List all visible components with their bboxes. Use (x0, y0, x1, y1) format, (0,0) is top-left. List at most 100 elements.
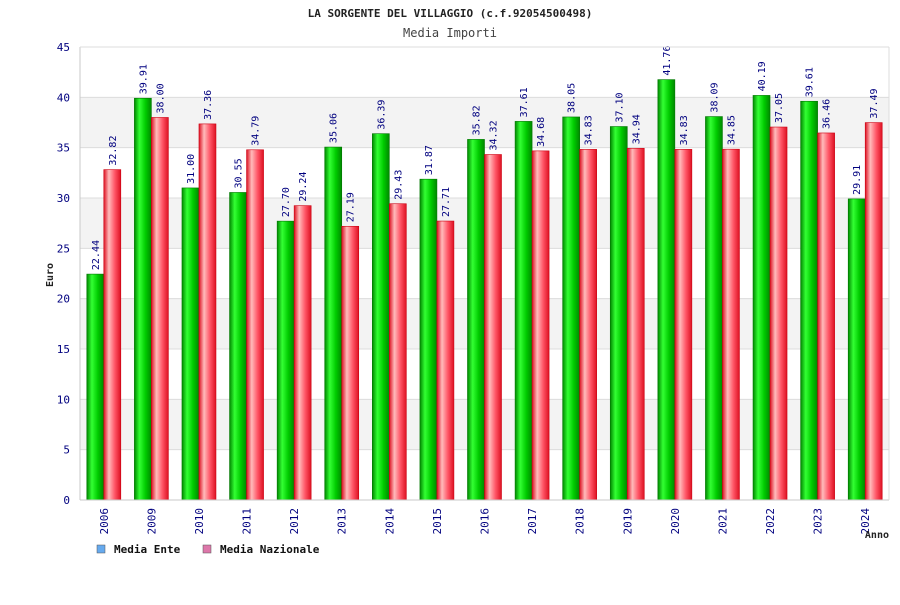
x-tick-label: 2013 (336, 508, 349, 535)
axes (79, 46, 890, 501)
bar-media-nazionale-2019 (626, 147, 645, 501)
bar-media-nazionale-2018 (579, 149, 597, 501)
legend-item-media-nazionale: Media Nazionale (202, 543, 320, 556)
grid-band (80, 47, 889, 98)
value-label-media-ente-2019: 37.10 (614, 92, 625, 122)
bar-media-ente-2010 (181, 187, 200, 501)
chart-title: LA SORGENTE DEL VILLAGGIO (c.f.920545004… (308, 7, 593, 20)
bar-media-nazionale-2015 (436, 220, 455, 501)
y-tick-label: 15 (57, 343, 70, 356)
y-tick-label: 35 (57, 142, 70, 155)
y-tick-label: 30 (57, 192, 70, 205)
value-label-media-ente-2015: 31.87 (424, 145, 435, 175)
value-label-media-ente-2021: 38.09 (709, 82, 720, 112)
bar-media-nazionale-2020 (674, 149, 693, 501)
y-tick-label: 40 (57, 91, 70, 104)
value-label-media-ente-2023: 39.61 (805, 67, 816, 97)
value-label-media-nazionale-2022: 37.05 (774, 93, 785, 123)
value-label-media-ente-2022: 40.19 (757, 61, 768, 91)
bar-media-nazionale-2016 (484, 154, 502, 501)
value-label-media-nazionale-2014: 29.43 (393, 170, 404, 200)
value-label-media-nazionale-2021: 34.85 (726, 115, 737, 145)
value-label-media-nazionale-2011: 34.79 (251, 116, 262, 146)
bar-media-nazionale-2024 (864, 122, 883, 501)
chart-subtitle: Media Importi (403, 26, 497, 40)
value-label-media-ente-2016: 35.82 (472, 105, 483, 135)
x-tick-label: 2018 (574, 508, 587, 535)
x-tick-label: 2024 (859, 508, 872, 535)
bar-media-ente-2014 (372, 133, 390, 501)
y-axis-title: Euro (45, 263, 56, 287)
bar-media-ente-2019 (609, 126, 628, 501)
bar-media-nazionale-2010 (198, 123, 217, 501)
bar-media-nazionale-2023 (817, 132, 835, 501)
y-tick-labels: 0 5 10 15 20 25 30 35 40 45 (57, 41, 70, 507)
bar-media-ente-2011 (229, 192, 247, 501)
value-label-media-ente-2011: 30.55 (234, 158, 245, 188)
value-label-media-ente-2018: 38.05 (567, 83, 578, 113)
bar-media-nazionale-2022 (769, 126, 788, 501)
value-label-media-nazionale-2012: 29.24 (298, 172, 309, 202)
value-label-media-ente-2010: 31.00 (186, 154, 197, 184)
value-label-media-ente-2020: 41.76 (662, 46, 673, 76)
bar-media-ente-2017 (514, 121, 533, 501)
value-label-media-nazionale-2017: 34.68 (536, 117, 547, 147)
value-label-media-nazionale-2006: 32.82 (108, 136, 119, 166)
bar-media-nazionale-2021 (722, 148, 740, 501)
y-tick-label: 20 (57, 293, 70, 306)
legend-label-media-ente: Media Ente (114, 543, 181, 556)
value-label-media-nazionale-2023: 36.46 (822, 99, 833, 129)
x-axis-title: Anno (865, 530, 889, 541)
value-labels: 22.44 39.91 31.00 30.55 27.70 35.06 36.39 31.87… (91, 46, 880, 271)
bar-media-ente-2021 (705, 116, 723, 501)
x-tick-label: 2020 (669, 508, 682, 535)
x-tick-label: 2017 (526, 508, 539, 535)
y-tick-label: 10 (57, 393, 70, 406)
x-tick-labels: 2006 2009 2010 2011 2012 2013 2014 2015 2016 2017… (98, 508, 872, 535)
legend-swatch-media-nazionale (202, 544, 212, 554)
value-label-media-nazionale-2016: 34.32 (489, 120, 500, 150)
x-tick-label: 2022 (764, 508, 777, 535)
x-tick-label: 2023 (812, 508, 825, 535)
bar-media-ente-2023 (800, 100, 818, 501)
y-tick-label: 5 (63, 444, 70, 457)
value-label-media-nazionale-2010: 37.36 (203, 90, 214, 120)
legend-swatch-media-ente (96, 544, 106, 554)
value-label-media-ente-2017: 37.61 (519, 87, 530, 117)
value-label-media-ente-2014: 36.39 (376, 100, 387, 130)
x-tick-label: 2021 (716, 508, 729, 535)
value-label-media-nazionale-2019: 34.94 (631, 114, 642, 144)
bar-media-nazionale-2006 (103, 169, 122, 501)
bar-media-ente-2012 (276, 220, 295, 501)
x-tick-label: 2019 (621, 508, 634, 535)
value-label-media-ente-2024: 29.91 (852, 165, 863, 195)
bar-media-ente-2024 (847, 198, 866, 501)
bar-media-nazionale-2017 (531, 150, 550, 501)
bar-media-nazionale-2014 (389, 203, 407, 501)
value-label-media-ente-2006: 22.44 (91, 240, 102, 270)
x-tick-label: 2014 (383, 508, 396, 535)
value-label-media-nazionale-2015: 27.71 (441, 187, 452, 217)
y-tick-label: 25 (57, 242, 70, 255)
value-label-media-nazionale-2020: 34.83 (679, 115, 690, 145)
bar-media-ente-2022 (752, 95, 771, 501)
y-tick-label: 0 (63, 494, 70, 507)
legend-item-media-ente: Media Ente (96, 543, 181, 556)
bar-media-ente-2006 (86, 273, 105, 501)
value-label-media-nazionale-2024: 37.49 (869, 88, 880, 118)
bar-media-nazionale-2013 (341, 225, 360, 501)
bar-media-ente-2016 (467, 139, 485, 501)
value-label-media-nazionale-2009: 38.00 (155, 83, 166, 113)
bar-media-ente-2020 (657, 79, 676, 501)
x-tick-label: 2009 (145, 508, 158, 535)
bar-media-ente-2009 (134, 97, 152, 501)
x-tick-label: 2011 (241, 508, 254, 535)
x-tick-label: 2010 (193, 508, 206, 535)
legend: Media Ente Media Nazionale (96, 543, 320, 556)
value-label-media-ente-2012: 27.70 (281, 187, 292, 217)
bars (86, 79, 883, 501)
x-tick-label: 2016 (479, 508, 492, 535)
bar-media-nazionale-2011 (246, 149, 264, 501)
